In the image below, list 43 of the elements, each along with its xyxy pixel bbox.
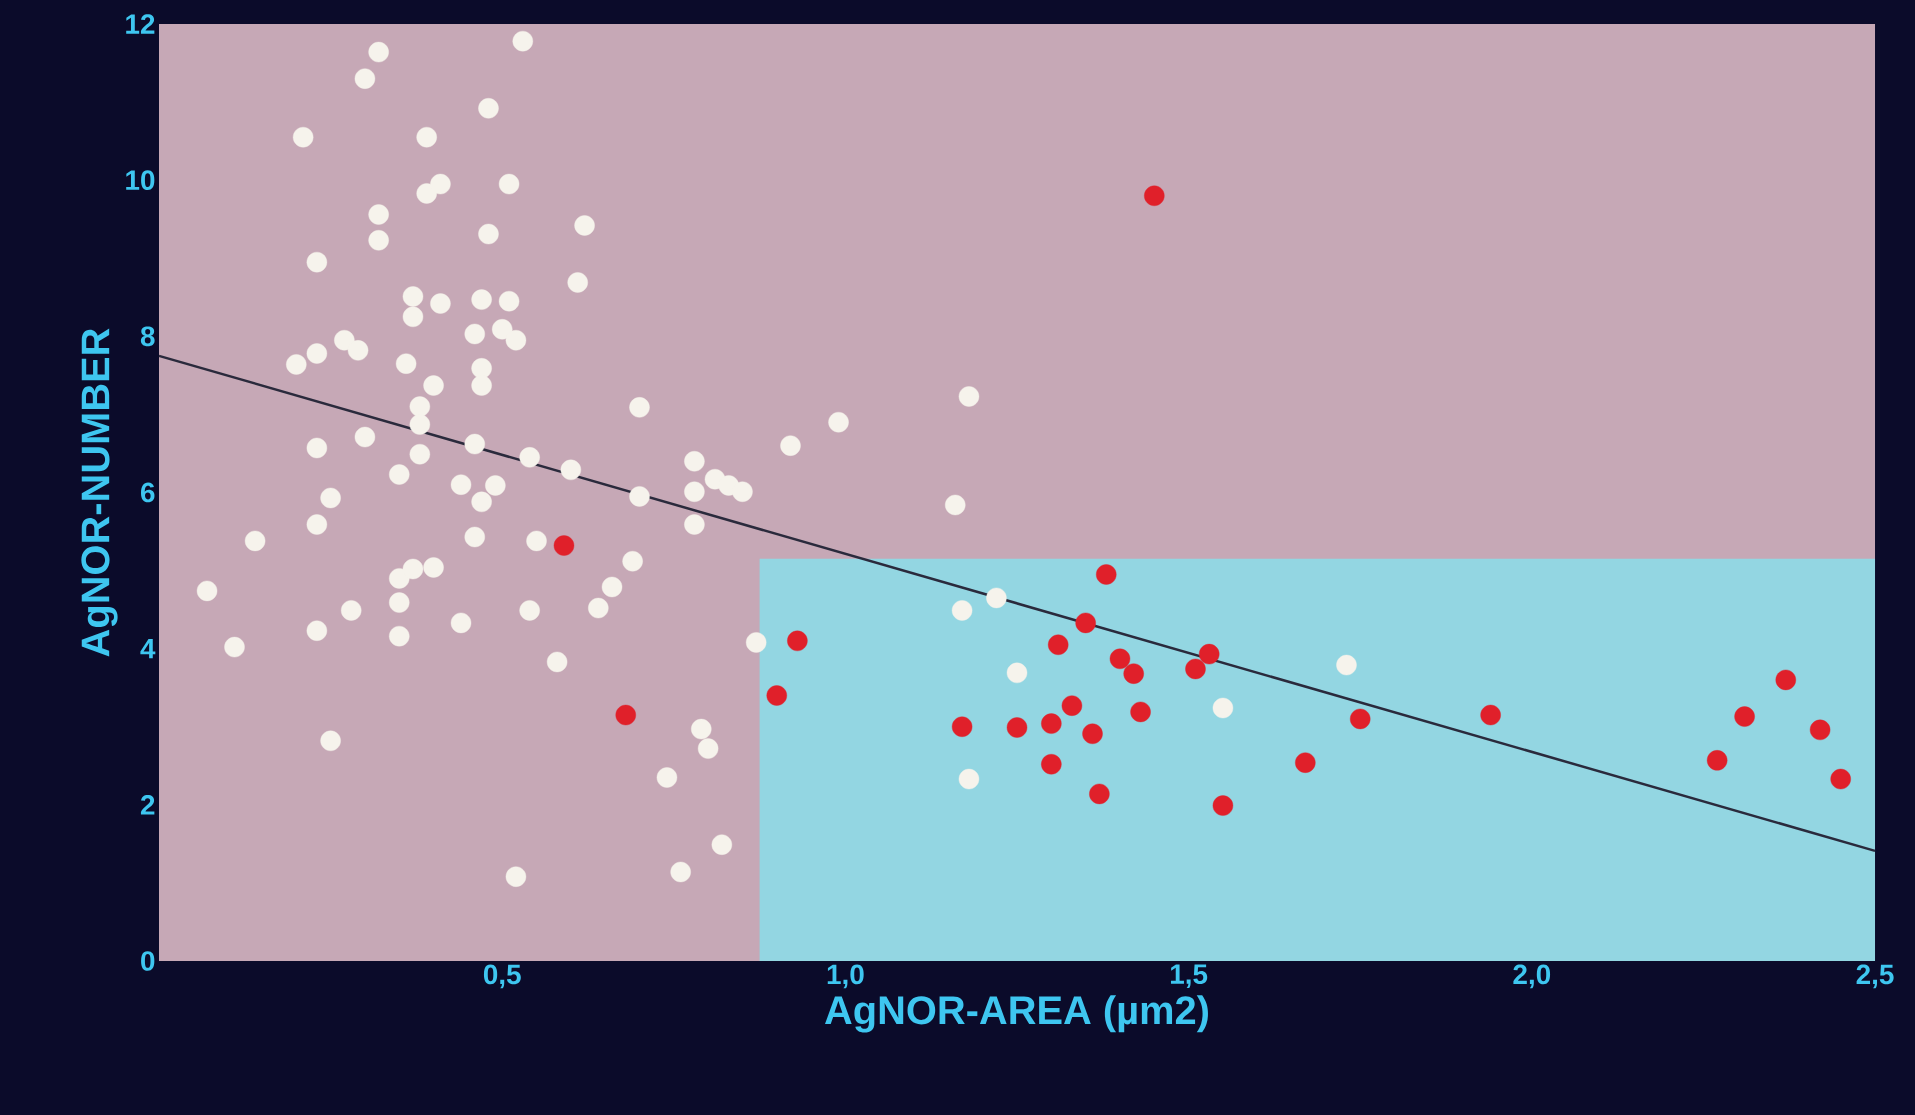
point [1075,612,1096,634]
point [1185,658,1206,680]
point [1047,634,1069,655]
point [1041,713,1062,734]
x-axis-title: AgNOR-AREA (µm2) [824,995,1208,1033]
point [951,716,973,737]
point [1144,185,1165,206]
x-tick-label: 0,5 [483,964,521,989]
point [1123,663,1144,684]
point [1130,701,1151,723]
y-tick-label: 6 [140,482,155,503]
point [766,685,787,706]
point [1199,643,1220,665]
point [1061,695,1083,716]
point [1295,752,1316,773]
point [1734,706,1755,727]
y-tick-label: 12 [126,14,155,34]
x-tick-label: 2,0 [1513,964,1551,989]
point [1830,768,1851,790]
x-tick-label: 1,5 [1170,964,1208,989]
y-tick-label: 4 [140,639,156,659]
point [787,630,808,652]
point [1096,564,1117,585]
x-tick-label: 2,5 [1856,964,1894,989]
point [1089,783,1110,805]
point [1006,717,1028,738]
point [1480,704,1501,726]
point [1109,648,1131,670]
point [1082,723,1103,744]
y-tick-label: 8 [140,326,155,347]
point [1041,754,1062,775]
point [1212,795,1234,816]
point [1809,719,1831,741]
y-tick-label: 0 [141,951,155,971]
y-tick-label: 10 [126,170,155,191]
point [1706,750,1728,771]
x-tick-label: 1,0 [827,964,864,989]
y-axis-title: AgNOR-NUMBER [81,328,118,657]
point [615,704,636,726]
point [553,535,575,556]
y-tick-label: 2 [140,795,155,815]
point [1775,669,1796,691]
point [1350,708,1371,730]
